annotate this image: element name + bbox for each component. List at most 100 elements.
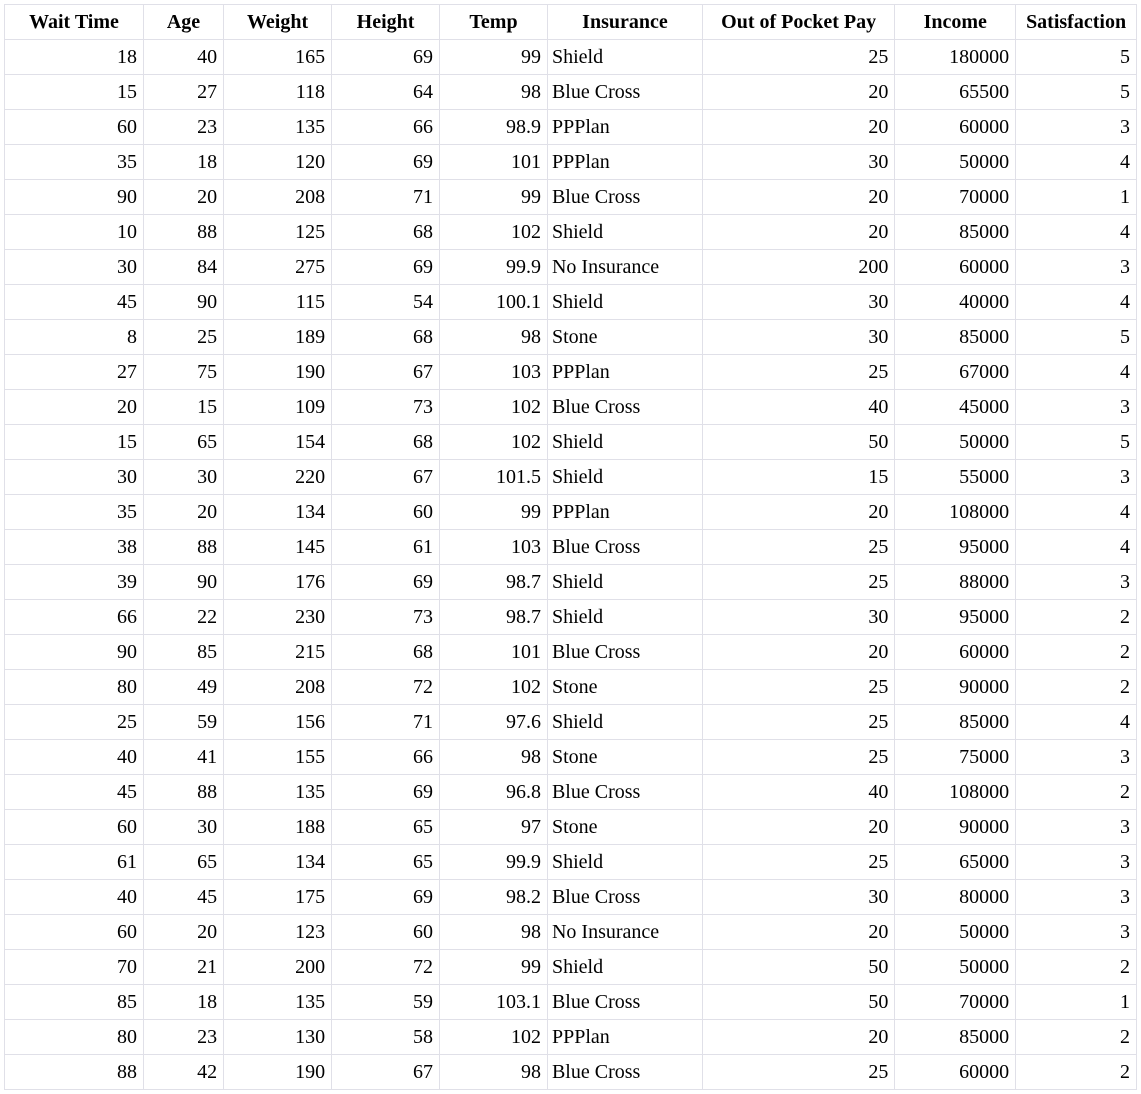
cell: 20 [702,495,894,530]
cell: 98.9 [440,110,548,145]
cell: 1 [1016,985,1137,1020]
cell: 99.9 [440,250,548,285]
cell: 88 [143,775,223,810]
cell: 68 [332,635,440,670]
cell: 20 [702,75,894,110]
cell: 98 [440,320,548,355]
col-header: Out of Pocket Pay [702,5,894,40]
cell: 2 [1016,950,1137,985]
cell: 55000 [895,460,1016,495]
cell: 66 [332,740,440,775]
table-row: 30842756999.9No Insurance200600003 [5,250,1137,285]
cell: 108000 [895,495,1016,530]
cell: Shield [547,565,702,600]
cell: 20 [5,390,144,425]
cell: 230 [224,600,332,635]
cell: 90000 [895,670,1016,705]
cell: Shield [547,215,702,250]
cell: 115 [224,285,332,320]
cell: 72 [332,670,440,705]
cell: 18 [5,40,144,75]
cell: 4 [1016,285,1137,320]
cell: 85 [143,635,223,670]
table-row: 60201236098No Insurance20500003 [5,915,1137,950]
cell: Shield [547,950,702,985]
cell: 45 [5,285,144,320]
cell: 45000 [895,390,1016,425]
cell: Shield [547,425,702,460]
table-row: 61651346599.9Shield25650003 [5,845,1137,880]
cell: 90000 [895,810,1016,845]
cell: 65 [143,845,223,880]
table-row: 39901766998.7Shield25880003 [5,565,1137,600]
cell: 30 [5,460,144,495]
cell: 275 [224,250,332,285]
col-header: Temp [440,5,548,40]
cell: 215 [224,635,332,670]
cell: 3 [1016,565,1137,600]
cell: 25 [702,565,894,600]
cell: 69 [332,565,440,600]
cell: 155 [224,740,332,775]
cell: 70000 [895,985,1016,1020]
cell: 27 [143,75,223,110]
cell: 25 [702,530,894,565]
cell: 35 [5,495,144,530]
cell: 30 [5,250,144,285]
cell: 20 [702,1020,894,1055]
cell: 84 [143,250,223,285]
cell: 50 [702,985,894,1020]
cell: 67 [332,460,440,495]
cell: Stone [547,810,702,845]
cell: 135 [224,985,332,1020]
cell: 2 [1016,1055,1137,1090]
cell: PPPlan [547,1020,702,1055]
table-row: 459011554100.1Shield30400004 [5,285,1137,320]
cell: 65 [332,845,440,880]
cell: 23 [143,110,223,145]
cell: 3 [1016,880,1137,915]
cell: 65 [332,810,440,845]
cell: 40 [702,775,894,810]
cell: 102 [440,215,548,250]
table-row: 303022067101.5Shield15550003 [5,460,1137,495]
cell: 59 [332,985,440,1020]
cell: 90 [143,565,223,600]
cell: 25 [702,355,894,390]
cell: 108000 [895,775,1016,810]
cell: 109 [224,390,332,425]
cell: 60000 [895,635,1016,670]
cell: 3 [1016,740,1137,775]
cell: 25 [702,705,894,740]
cell: 15 [5,425,144,460]
cell: 88 [143,530,223,565]
table-row: 802313058102PPPlan20850002 [5,1020,1137,1055]
cell: 73 [332,390,440,425]
cell: 75000 [895,740,1016,775]
table-row: 18401656999Shield251800005 [5,40,1137,75]
cell: 165 [224,40,332,75]
cell: 67 [332,355,440,390]
table-row: 156515468102Shield50500005 [5,425,1137,460]
cell: 103.1 [440,985,548,1020]
cell: Blue Cross [547,390,702,425]
cell: 2 [1016,635,1137,670]
cell: 98 [440,1055,548,1090]
cell: 96.8 [440,775,548,810]
cell: 68 [332,425,440,460]
cell: 73 [332,600,440,635]
cell: 98.7 [440,565,548,600]
cell: 30 [143,460,223,495]
cell: 2 [1016,1020,1137,1055]
cell: 75 [143,355,223,390]
cell: 5 [1016,75,1137,110]
cell: Shield [547,845,702,880]
cell: 40 [5,740,144,775]
cell: 3 [1016,915,1137,950]
cell: 20 [702,915,894,950]
cell: 102 [440,670,548,705]
table-row: 88421906798Blue Cross25600002 [5,1055,1137,1090]
cell: Stone [547,740,702,775]
cell: 50000 [895,425,1016,460]
cell: 59 [143,705,223,740]
